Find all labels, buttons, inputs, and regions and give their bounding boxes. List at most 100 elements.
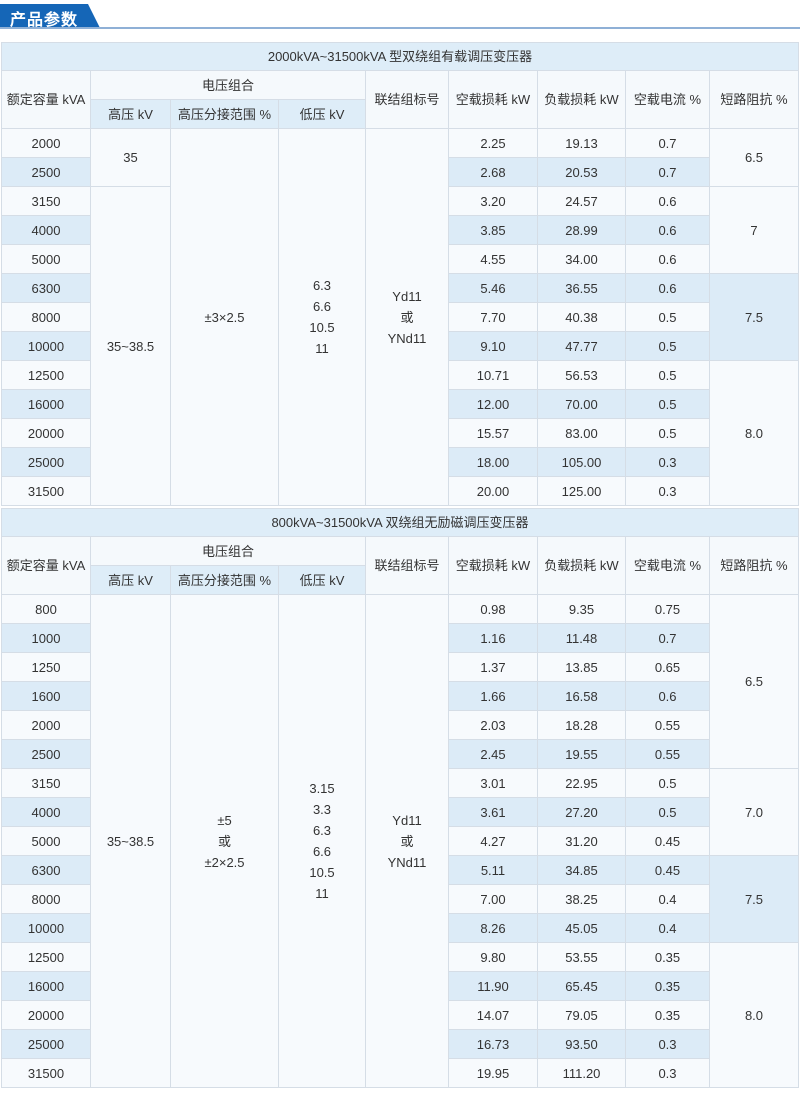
- header-voltage-group: 电压组合: [90, 70, 366, 100]
- spec-table-on-load-tap: 2000kVA~31500kVA 型双绕组有载调压变压器 额定容量 kVA 电压组合…: [1, 42, 799, 506]
- section-title: 产品参数: [10, 12, 79, 29]
- no-load-loss-cell: 4.27: [448, 826, 538, 856]
- header-no-load-loss: 空载损耗 kW: [448, 70, 538, 129]
- table-row: 16000 11.90 65.45 0.35: [1, 971, 799, 1001]
- table-row: 1250 1.37 13.85 0.65: [1, 652, 799, 682]
- no-load-loss-cell: 1.37: [448, 652, 538, 682]
- header-capacity: 额定容量 kVA: [1, 70, 91, 129]
- no-load-loss-cell: 10.71: [448, 360, 538, 390]
- no-load-loss-cell: 2.25: [448, 128, 538, 158]
- no-load-loss-cell: 20.00: [448, 476, 538, 506]
- no-load-loss-cell: 2.45: [448, 739, 538, 769]
- no-load-loss-cell: 7.00: [448, 884, 538, 914]
- load-loss-cell: 11.48: [537, 623, 626, 653]
- tap-range-cell-line: ±3×2.5: [204, 309, 245, 325]
- tap-range-cell: ±3×2.5: [170, 128, 279, 506]
- load-loss-cell: 53.55: [537, 942, 626, 972]
- load-loss-cell: 27.20: [537, 797, 626, 827]
- load-loss-cell: 83.00: [537, 418, 626, 448]
- header-capacity: 额定容量 kVA: [1, 536, 91, 595]
- lv-cell-line: 6.6: [312, 299, 332, 314]
- vector-group-cell: Yd11 或 YNd11: [365, 128, 449, 506]
- table-title: 800kVA~31500kVA 双绕组无励磁调压变压器: [1, 508, 799, 537]
- table-row: 25000 18.00 105.00 0.3: [1, 447, 799, 477]
- load-loss-cell: 125.00: [537, 476, 626, 506]
- load-loss-cell: 93.50: [537, 1029, 626, 1059]
- capacity-cell: 12500: [1, 360, 91, 390]
- table-row: 5000 4.27 31.20 0.45: [1, 826, 799, 856]
- header-impedance: 短路阻抗 %: [709, 70, 799, 129]
- impedance-cell: 6.5: [709, 128, 799, 187]
- no-load-loss-cell: 7.70: [448, 302, 538, 332]
- capacity-cell: 16000: [1, 389, 91, 419]
- table-row: 2500 2.68 20.53 0.7: [1, 157, 799, 187]
- no-load-loss-cell: 1.16: [448, 623, 538, 653]
- load-loss-cell: 105.00: [537, 447, 626, 477]
- load-loss-cell: 45.05: [537, 913, 626, 943]
- load-loss-cell: 36.55: [537, 273, 626, 303]
- capacity-cell: 2000: [1, 710, 91, 740]
- table-row: 1000 1.16 11.48 0.7: [1, 623, 799, 653]
- capacity-cell: 2500: [1, 739, 91, 769]
- no-load-loss-cell: 9.10: [448, 331, 538, 361]
- table-row: 25000 16.73 93.50 0.3: [1, 1029, 799, 1059]
- no-load-current-cell: 0.7: [625, 623, 710, 653]
- table-row: 4000 3.61 27.20 0.5: [1, 797, 799, 827]
- impedance-cell: 7.0: [709, 768, 799, 856]
- capacity-cell: 25000: [1, 1029, 91, 1059]
- no-load-current-cell: 0.6: [625, 215, 710, 245]
- no-load-current-cell: 0.5: [625, 768, 710, 798]
- table-row: 3150 35~38.5 3.20 24.57 0.6 7: [1, 186, 799, 506]
- capacity-cell: 8000: [1, 302, 91, 332]
- no-load-current-cell: 0.45: [625, 855, 710, 885]
- divider: [0, 27, 800, 29]
- capacity-cell: 2000: [1, 128, 91, 158]
- load-loss-cell: 13.85: [537, 652, 626, 682]
- load-loss-cell: 34.85: [537, 855, 626, 885]
- table-row: 20000 15.57 83.00 0.5: [1, 418, 799, 448]
- tap-range-cell-line: ±2×2.5: [204, 854, 245, 870]
- no-load-loss-cell: 2.68: [448, 157, 538, 187]
- no-load-loss-cell: 15.57: [448, 418, 538, 448]
- capacity-cell: 1250: [1, 652, 91, 682]
- impedance-cell: 8.0: [709, 942, 799, 1088]
- tap-range-cell-line: ±5: [217, 812, 232, 828]
- lv-cell: 3.15 3.3 6.3 6.6 10.5 11: [278, 594, 366, 1088]
- no-load-loss-cell: 19.95: [448, 1058, 538, 1088]
- header-hv: 高压 kV: [90, 565, 171, 595]
- header-no-load-current: 空载电流 %: [625, 70, 710, 129]
- table-row: 2000 35 ±3×2.5 6.3 6.6 10.5 11 Yd11 或 YNd11 2.25 19…: [1, 128, 799, 506]
- load-loss-cell: 70.00: [537, 389, 626, 419]
- no-load-current-cell: 0.6: [625, 681, 710, 711]
- header-load-loss: 负载损耗 kW: [537, 536, 626, 595]
- impedance-cell: 6.5: [709, 594, 799, 769]
- vector-group-cell-line: YNd11: [387, 854, 427, 870]
- header-impedance: 短路阻抗 %: [709, 536, 799, 595]
- lv-cell-line: 11: [315, 341, 329, 356]
- no-load-loss-cell: 3.20: [448, 186, 538, 216]
- lv-cell-line: 6.3: [312, 823, 332, 838]
- load-loss-cell: 20.53: [537, 157, 626, 187]
- load-loss-cell: 22.95: [537, 768, 626, 798]
- no-load-current-cell: 0.35: [625, 1000, 710, 1030]
- header-tap-range: 高压分接范围 %: [170, 99, 279, 129]
- no-load-current-cell: 0.35: [625, 942, 710, 972]
- load-loss-cell: 40.38: [537, 302, 626, 332]
- no-load-current-cell: 0.65: [625, 652, 710, 682]
- lv-cell-line: 11: [315, 886, 329, 901]
- table-row: 5000 4.55 34.00 0.6: [1, 244, 799, 274]
- header-tap-range: 高压分接范围 %: [170, 565, 279, 595]
- tap-range-cell: ±5 或 ±2×2.5: [170, 594, 279, 1088]
- capacity-cell: 4000: [1, 797, 91, 827]
- no-load-current-cell: 0.75: [625, 594, 710, 624]
- no-load-current-cell: 0.6: [625, 186, 710, 216]
- capacity-cell: 1600: [1, 681, 91, 711]
- no-load-loss-cell: 2.03: [448, 710, 538, 740]
- no-load-current-cell: 0.5: [625, 360, 710, 390]
- lv-cell-line: 10.5: [309, 865, 335, 880]
- no-load-current-cell: 0.7: [625, 157, 710, 187]
- load-loss-cell: 38.25: [537, 884, 626, 914]
- no-load-loss-cell: 3.85: [448, 215, 538, 245]
- header-no-load-loss: 空载损耗 kW: [448, 536, 538, 595]
- load-loss-cell: 19.13: [537, 128, 626, 158]
